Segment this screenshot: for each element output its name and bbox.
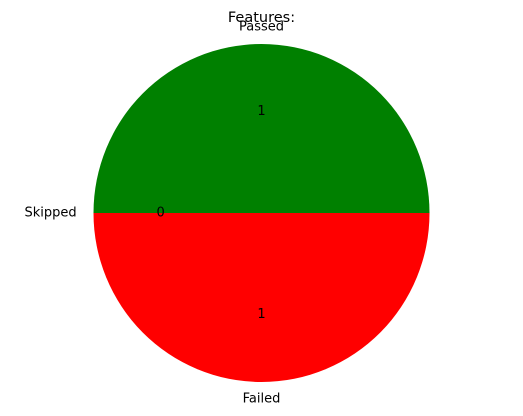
slice-value-skipped: 0 bbox=[157, 206, 165, 221]
slice-label-failed: Failed bbox=[243, 391, 281, 406]
slice-failed bbox=[94, 213, 430, 382]
slice-value-passed: 1 bbox=[257, 104, 265, 119]
slice-value-failed: 1 bbox=[257, 307, 265, 322]
pie-slices bbox=[94, 44, 430, 382]
slice-passed bbox=[94, 44, 430, 213]
slice-label-passed: Passed bbox=[239, 20, 284, 35]
slice-label-skipped: Skipped bbox=[25, 206, 77, 221]
